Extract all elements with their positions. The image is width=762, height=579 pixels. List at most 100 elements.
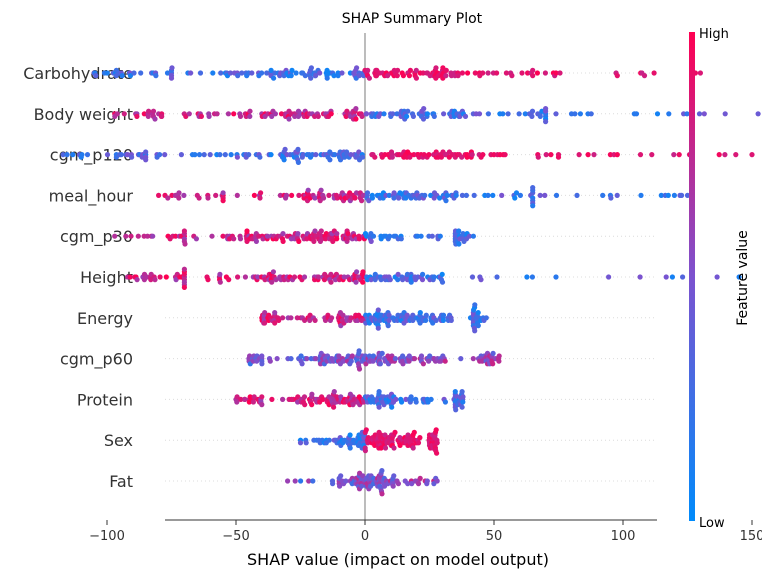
shap-point bbox=[534, 70, 541, 76]
shap-point bbox=[360, 279, 366, 285]
shap-point bbox=[289, 192, 295, 198]
shap-point bbox=[671, 152, 677, 158]
shap-point bbox=[509, 73, 515, 79]
shap-point bbox=[404, 113, 410, 119]
shap-point bbox=[347, 432, 353, 438]
feature-label: meal_hour bbox=[49, 186, 134, 206]
shap-point bbox=[543, 106, 549, 112]
shap-point bbox=[530, 203, 536, 209]
shap-point bbox=[490, 192, 496, 198]
shap-point bbox=[251, 192, 257, 198]
shap-point bbox=[213, 192, 219, 198]
shap-point bbox=[548, 152, 554, 158]
shap-point bbox=[231, 111, 237, 117]
shap-point bbox=[157, 152, 163, 158]
shap-point bbox=[363, 111, 369, 117]
shap-point bbox=[411, 429, 417, 435]
shap-point bbox=[459, 389, 465, 395]
shap-point bbox=[363, 361, 369, 367]
shap-point bbox=[600, 192, 606, 198]
shap-point bbox=[205, 277, 211, 283]
shap-point bbox=[192, 152, 198, 158]
shap-point bbox=[104, 152, 111, 158]
shap-point bbox=[386, 317, 392, 323]
shap-point bbox=[392, 356, 398, 362]
shap-point bbox=[305, 187, 311, 193]
shap-point bbox=[671, 192, 678, 198]
shap-point bbox=[259, 402, 265, 408]
shap-point bbox=[395, 481, 401, 487]
shap-point bbox=[716, 152, 722, 158]
shap-point bbox=[129, 154, 135, 160]
shap-point bbox=[288, 315, 294, 321]
shap-point bbox=[251, 394, 257, 400]
shap-point bbox=[576, 152, 582, 158]
shap-point bbox=[303, 440, 309, 446]
shap-point bbox=[415, 481, 422, 487]
colorbar-low-label: Low bbox=[699, 516, 725, 531]
shap-point bbox=[494, 70, 500, 76]
shap-point bbox=[258, 190, 264, 196]
shap-point bbox=[392, 429, 398, 435]
shap-point bbox=[377, 361, 383, 367]
shap-point bbox=[304, 356, 310, 362]
shap-point bbox=[400, 353, 406, 359]
shap-point bbox=[398, 236, 404, 242]
shap-point bbox=[437, 195, 443, 201]
shap-point bbox=[156, 192, 162, 198]
shap-point bbox=[334, 236, 340, 242]
shap-point bbox=[422, 192, 428, 198]
x-axis-ticks: −100 −50 0 50 100 150 bbox=[89, 520, 762, 544]
shap-point bbox=[614, 152, 620, 158]
shap-point bbox=[308, 65, 314, 71]
shap-point bbox=[242, 274, 248, 280]
x-tick-label: 0 bbox=[361, 529, 369, 544]
shap-point bbox=[574, 192, 580, 198]
shap-point bbox=[64, 152, 70, 158]
feature-label: Body weight bbox=[34, 105, 133, 124]
shap-point bbox=[494, 274, 500, 280]
shap-point bbox=[381, 111, 387, 117]
shap-point bbox=[375, 307, 381, 313]
shap-point bbox=[138, 70, 144, 76]
shap-point bbox=[460, 394, 466, 400]
shap-point bbox=[217, 152, 223, 158]
shap-point bbox=[513, 190, 520, 196]
shap-point bbox=[382, 445, 389, 451]
shap-point bbox=[118, 152, 124, 158]
shap-point bbox=[470, 356, 476, 362]
shap-point bbox=[555, 154, 562, 160]
shap-point bbox=[145, 113, 151, 119]
shap-point bbox=[666, 111, 672, 117]
shap-point bbox=[348, 315, 354, 321]
shap-point bbox=[144, 274, 150, 280]
shap-point bbox=[356, 73, 362, 79]
shap-point bbox=[419, 277, 426, 283]
shap-point bbox=[462, 113, 469, 119]
shap-point bbox=[378, 277, 384, 283]
shap-point bbox=[269, 113, 275, 119]
shap-point bbox=[406, 358, 412, 364]
shap-point bbox=[368, 238, 374, 244]
shap-point bbox=[633, 111, 640, 117]
shap-point bbox=[104, 70, 110, 76]
shap-point bbox=[516, 111, 522, 117]
shap-point bbox=[439, 279, 446, 285]
shap-point bbox=[356, 348, 362, 354]
shap-point bbox=[234, 394, 240, 400]
shap-point bbox=[637, 274, 643, 280]
shap-point bbox=[530, 67, 536, 73]
shap-point bbox=[500, 111, 506, 117]
shap-point bbox=[313, 73, 319, 79]
shap-point bbox=[352, 195, 358, 201]
shap-point bbox=[146, 108, 152, 114]
shap-point bbox=[369, 195, 375, 201]
shap-point bbox=[359, 198, 365, 204]
shap-point bbox=[441, 111, 447, 117]
shap-point bbox=[326, 192, 332, 198]
colorbar bbox=[689, 32, 695, 521]
shap-point bbox=[341, 274, 347, 280]
shap-point bbox=[295, 399, 301, 405]
shap-point bbox=[512, 195, 518, 201]
